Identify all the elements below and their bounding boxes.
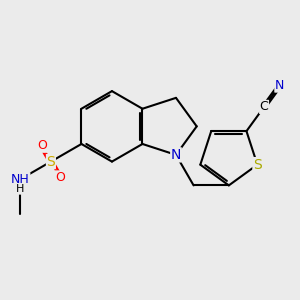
Text: O: O <box>37 139 47 152</box>
Text: H: H <box>16 184 25 194</box>
Text: N: N <box>275 79 284 92</box>
Text: O: O <box>55 171 65 184</box>
Text: N: N <box>171 148 181 162</box>
Text: S: S <box>46 154 55 169</box>
Text: C: C <box>260 100 268 113</box>
Text: NH: NH <box>11 173 30 186</box>
Text: S: S <box>253 158 262 172</box>
